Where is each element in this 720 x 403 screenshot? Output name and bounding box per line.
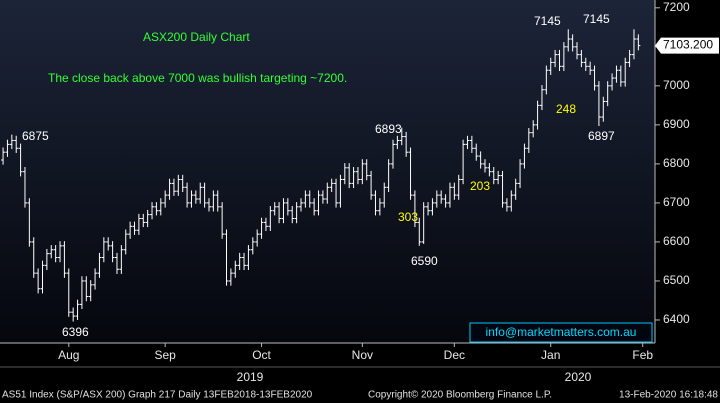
x-tick-label: Oct [252, 348, 271, 362]
x-tick-label: Nov [352, 348, 373, 362]
y-tick-label: 7000 [663, 78, 690, 92]
y-tick-label: 6800 [663, 156, 690, 170]
annotation: 6590 [411, 254, 438, 268]
y-tick-label: 6700 [663, 195, 690, 209]
annotation: 7145 [534, 14, 561, 28]
y-tick-label: 6500 [663, 273, 690, 287]
annotation: 248 [556, 102, 576, 116]
footer-center: Copyright© 2020 Bloomberg Finance L.P. [368, 390, 552, 401]
annotation: 6897 [588, 129, 615, 143]
annotation: 6893 [375, 122, 402, 136]
annotation: 203 [470, 179, 490, 193]
year-label: 2020 [565, 370, 592, 384]
chart-subtitle: The close back above 7000 was bullish ta… [48, 71, 347, 85]
y-tick-label: 6600 [663, 234, 690, 248]
x-tick-label: Jan [541, 348, 560, 362]
chart-title: ASX200 Daily Chart [143, 30, 250, 44]
y-tick-label: 7200 [663, 0, 690, 14]
x-tick-label: Aug [58, 348, 79, 362]
y-tick-label: 6900 [663, 117, 690, 131]
footer-right: 13-Feb-2020 16:18:48 [619, 390, 718, 401]
last-price-label: 7103.200 [663, 38, 713, 52]
year-label: 2019 [237, 370, 264, 384]
x-tick-label: Sep [154, 348, 176, 362]
annotation: 6396 [62, 325, 89, 339]
plot-background [0, 0, 655, 343]
x-tick-label: Dec [444, 348, 465, 362]
annotation: 7145 [583, 12, 610, 26]
footer-left: AS51 Index (S&P/ASX 200) Graph 217 Daily… [2, 390, 313, 401]
annotation: 303 [398, 210, 418, 224]
last-price-tag [655, 37, 719, 54]
footer-bar [0, 387, 720, 403]
y-tick-label: 6400 [663, 312, 690, 326]
watermark: info@marketmatters.com.au [486, 325, 637, 339]
annotation: 6875 [22, 129, 49, 143]
watermark-box [469, 322, 653, 343]
x-tick-label: Feb [632, 348, 653, 362]
